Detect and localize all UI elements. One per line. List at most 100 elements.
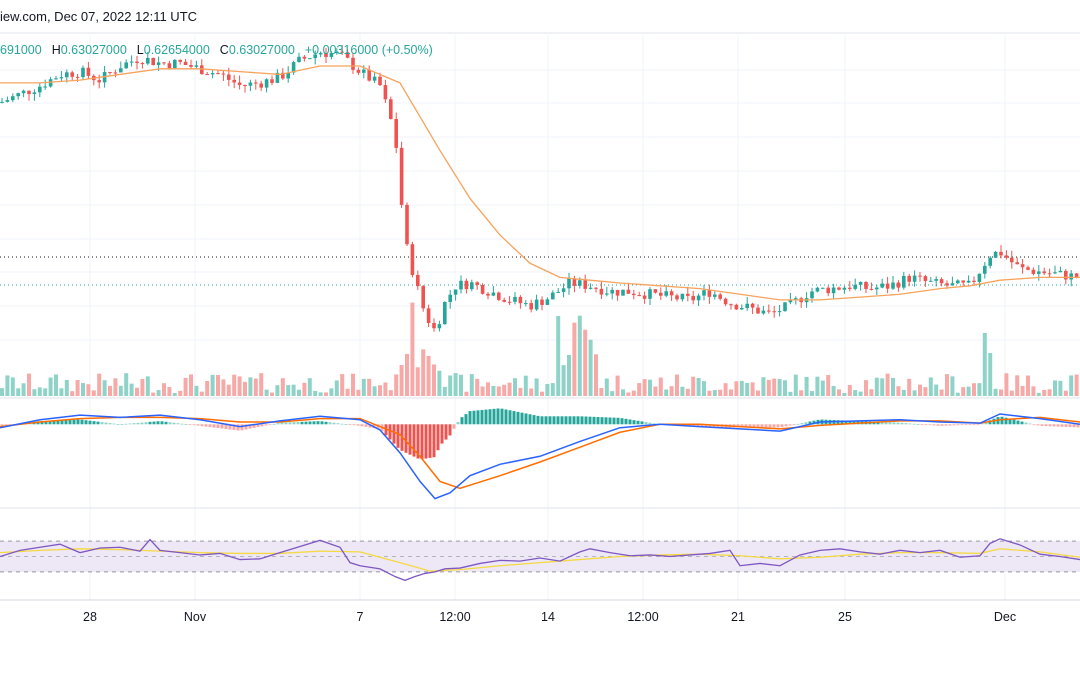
candle-body xyxy=(227,74,231,80)
macd-histogram-bar xyxy=(288,422,292,425)
volume-bar xyxy=(691,376,696,396)
candle-body xyxy=(594,287,598,289)
macd-histogram-bar xyxy=(212,424,216,428)
candle-body xyxy=(124,62,128,69)
candle-body xyxy=(842,287,847,290)
candle-body xyxy=(248,82,253,86)
volume-bar xyxy=(318,392,323,396)
macd-histogram-bar xyxy=(352,424,356,426)
macd-histogram-bar xyxy=(48,420,52,425)
volume-bar xyxy=(351,373,355,396)
macd-histogram-bar xyxy=(652,423,656,425)
candle-body xyxy=(599,288,604,295)
macd-histogram-bar xyxy=(612,417,616,425)
candle-body xyxy=(70,72,74,77)
volume-bar xyxy=(675,374,679,396)
macd-histogram-bar xyxy=(0,424,4,426)
macd-histogram-bar xyxy=(424,424,428,459)
macd-histogram-bar xyxy=(984,421,988,425)
volume-bar xyxy=(1047,389,1052,396)
candle-body xyxy=(578,280,582,286)
volume-bar xyxy=(448,375,453,396)
macd-histogram-bar xyxy=(436,424,440,451)
volume-bar xyxy=(124,373,129,396)
candle-body xyxy=(572,278,577,286)
candle-body xyxy=(821,287,825,289)
volume-bar xyxy=(928,377,933,396)
candle-body xyxy=(470,282,474,290)
volume-bar xyxy=(642,379,647,396)
volume-bar xyxy=(907,378,912,396)
volume-bar xyxy=(232,374,237,396)
macd-histogram-bar xyxy=(44,420,48,425)
volume-bar xyxy=(783,380,787,396)
candle-body xyxy=(475,282,479,285)
candle-body xyxy=(183,61,188,66)
volume-bar xyxy=(178,390,183,396)
candle-body xyxy=(443,301,447,325)
candle-body xyxy=(583,280,587,289)
candle-body xyxy=(956,280,960,284)
volume-bar xyxy=(939,389,944,396)
volume-bar xyxy=(145,376,150,396)
candle-body xyxy=(194,65,199,67)
macd-histogram-bar xyxy=(196,424,200,426)
volume-bar xyxy=(237,376,242,396)
volume-bar xyxy=(1004,373,1009,396)
macd-histogram-bar xyxy=(708,424,712,428)
candle-body xyxy=(853,284,857,289)
macd-histogram-bar xyxy=(176,423,180,425)
candle-body xyxy=(189,65,193,67)
macd-histogram-bar xyxy=(408,424,412,455)
macd-histogram-bar xyxy=(608,417,612,425)
macd-histogram-bar xyxy=(304,421,308,425)
macd-histogram-bar xyxy=(620,418,624,425)
volume-bar xyxy=(275,385,280,396)
candle-body xyxy=(653,289,658,293)
volume-bar xyxy=(955,392,960,396)
volume-bar xyxy=(167,387,172,396)
volume-bar xyxy=(631,390,636,396)
macd-histogram-bar xyxy=(944,424,948,426)
macd-histogram-bar xyxy=(396,424,400,448)
volume-bar xyxy=(1009,390,1014,396)
candle-body xyxy=(950,283,955,286)
candle-body xyxy=(129,61,134,63)
candle-body xyxy=(351,57,355,70)
macd-histogram-bar xyxy=(480,409,484,425)
candle-body xyxy=(794,298,798,300)
macd-histogram-bar xyxy=(648,422,652,425)
macd-histogram-bar xyxy=(360,424,364,427)
ohlc-legend: 691000 H0.63027000 L0.62654000 C0.63027000 +… xyxy=(0,43,433,57)
close-label: C xyxy=(219,43,229,57)
macd-histogram-bar xyxy=(316,421,320,425)
candle-body xyxy=(918,275,922,277)
candle-body xyxy=(459,280,463,290)
volume-bar xyxy=(1015,375,1020,396)
volume-bar xyxy=(16,388,21,396)
macd-histogram-bar xyxy=(940,424,944,426)
volume-bar xyxy=(664,389,669,396)
macd-histogram-bar xyxy=(440,424,444,444)
volume-bar xyxy=(243,381,247,396)
volume-bars xyxy=(0,302,1079,396)
candle-body xyxy=(81,67,85,78)
volume-bar xyxy=(993,388,998,396)
macd-histogram-bar xyxy=(292,422,296,425)
macd-histogram-bar xyxy=(56,420,60,425)
volume-bar xyxy=(59,388,64,396)
volume-bar xyxy=(599,388,604,396)
volume-bar xyxy=(1026,375,1030,396)
candle-body xyxy=(410,244,415,275)
macd-histogram-bar xyxy=(324,421,328,425)
candle-body xyxy=(642,295,647,299)
volume-bar xyxy=(372,386,377,396)
candle-body xyxy=(11,96,15,101)
macd-histogram-bar xyxy=(1052,424,1056,427)
macd-histogram-bar xyxy=(588,416,592,425)
macd-histogram-bar xyxy=(604,417,608,425)
macd-histogram-bar xyxy=(216,424,220,429)
volume-bar xyxy=(572,322,577,396)
volume-bar xyxy=(815,376,820,396)
